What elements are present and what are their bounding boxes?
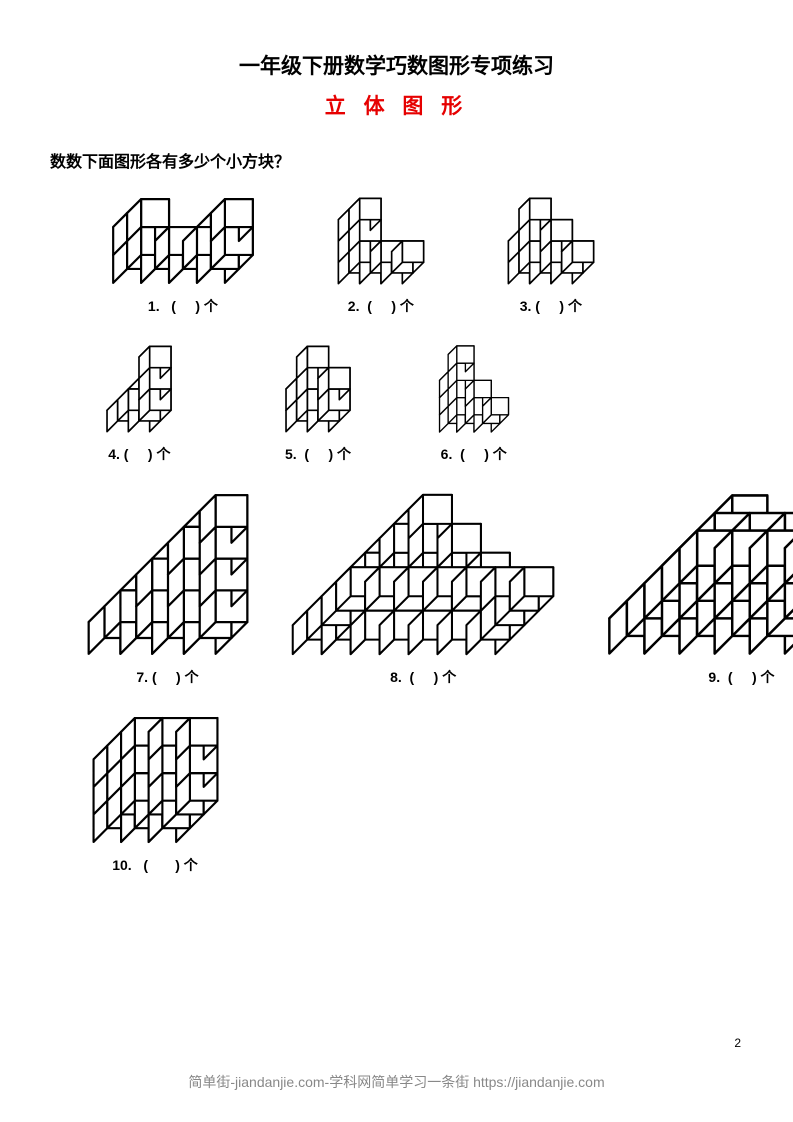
figure-5 [284,344,353,434]
caption-4: 4. ( ) 个 [108,444,170,464]
figure-3 [506,196,596,286]
caption-9: 9. ( ) 个 [708,667,774,687]
figure-item-5: 5. ( ) 个 [284,344,353,464]
figure-7 [85,492,250,657]
figure-item-9: 9. ( ) 个 [606,492,793,687]
figure-row-3: 7. ( ) 个 8. ( ) 个 9. ( ) 个 [50,492,743,687]
caption-2: 2. ( ) 个 [348,296,414,316]
figure-item-6: 6. ( ) 个 [437,344,510,464]
worksheet-page: 一年级下册数学巧数图形专项练习 立 体 图 形 数数下面图形各有多少个小方块？ … [0,0,793,1122]
figure-8 [290,492,556,657]
caption-8: 8. ( ) 个 [390,667,456,687]
caption-1: 1. ( ) 个 [148,296,218,316]
figure-4 [105,344,174,434]
figure-2 [336,196,426,286]
figure-10 [90,715,220,845]
figure-item-7: 7. ( ) 个 [85,492,250,687]
caption-5: 5. ( ) 个 [285,444,351,464]
caption-10: 10. ( ) 个 [112,855,198,875]
figure-item-4: 4. ( ) 个 [105,344,174,464]
figure-item-3: 3. ( ) 个 [506,196,596,316]
caption-7: 7. ( ) 个 [136,667,198,687]
figure-row-1: 1. ( ) 个 2. ( ) 个 3. ( ) 个 [50,196,743,316]
figure-item-1: 1. ( ) 个 [110,196,256,316]
figure-6 [437,344,510,434]
caption-6: 6. ( ) 个 [441,444,507,464]
figure-item-2: 2. ( ) 个 [336,196,426,316]
figure-1 [110,196,256,286]
figure-9 [606,492,793,657]
caption-3: 3. ( ) 个 [520,296,582,316]
figure-item-10: 10. ( ) 个 [90,715,220,875]
instruction-text: 数数下面图形各有多少个小方块？ [50,148,743,172]
page-subtitle: 立 体 图 形 [50,90,743,120]
figure-item-8: 8. ( ) 个 [290,492,556,687]
footer-text: 简单街-jiandanjie.com-学科网简单学习一条街 https://ji… [0,1072,793,1092]
figure-row-4: 10. ( ) 个 [50,715,743,875]
page-number: 2 [734,1036,741,1050]
page-title: 一年级下册数学巧数图形专项练习 [50,50,743,80]
figure-row-2: 4. ( ) 个 5. ( ) 个 6. ( ) 个 [50,344,743,464]
